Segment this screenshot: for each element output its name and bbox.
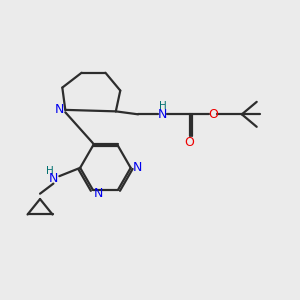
Text: O: O bbox=[184, 136, 194, 149]
Text: N: N bbox=[49, 172, 58, 185]
Text: O: O bbox=[208, 108, 218, 121]
Text: N: N bbox=[158, 108, 167, 121]
Text: N: N bbox=[133, 161, 142, 174]
Text: N: N bbox=[93, 187, 103, 200]
Text: N: N bbox=[55, 103, 64, 116]
Text: H: H bbox=[46, 166, 54, 176]
Text: H: H bbox=[159, 101, 167, 111]
